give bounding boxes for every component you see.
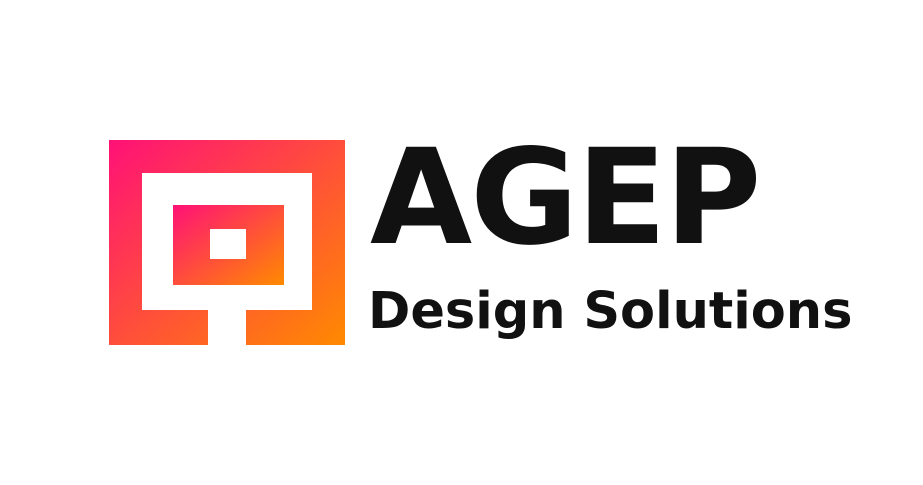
logo-outer-frame xyxy=(109,140,345,345)
brand-tagline: Design Solutions xyxy=(368,282,853,341)
nested-square-logo-icon xyxy=(109,140,345,345)
agep-logo-icon xyxy=(109,140,345,345)
brand-name: AGEP xyxy=(370,121,761,275)
logo-inner-square xyxy=(173,205,284,285)
